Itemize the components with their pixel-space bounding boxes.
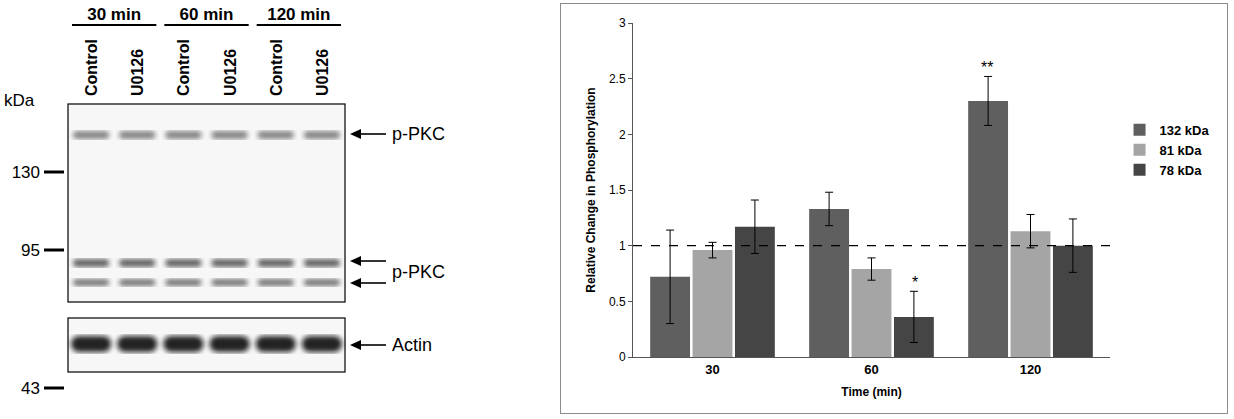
svg-text:Time (min): Time (min) xyxy=(841,385,901,399)
svg-text:Relative Change in Phosphoryla: Relative Change in Phosphorylation xyxy=(584,87,598,292)
svg-text:2.5: 2.5 xyxy=(609,72,626,86)
svg-text:1.5: 1.5 xyxy=(609,183,626,197)
svg-text:Control: Control xyxy=(83,39,100,96)
svg-text:0.5: 0.5 xyxy=(609,295,626,309)
svg-text:0: 0 xyxy=(619,350,626,364)
svg-text:30: 30 xyxy=(705,362,719,377)
svg-text:78 kDa: 78 kDa xyxy=(1160,163,1203,178)
svg-text:3: 3 xyxy=(619,16,626,30)
svg-text:130: 130 xyxy=(12,163,40,182)
svg-text:120 min: 120 min xyxy=(267,5,330,24)
svg-text:81 kDa: 81 kDa xyxy=(1160,143,1203,158)
svg-text:kDa: kDa xyxy=(4,91,35,110)
svg-text:95: 95 xyxy=(21,241,40,260)
svg-text:60: 60 xyxy=(864,362,878,377)
svg-text:**: ** xyxy=(981,59,993,76)
svg-text:p-PKC: p-PKC xyxy=(392,124,445,144)
svg-text:Actin: Actin xyxy=(392,335,432,355)
svg-text:60 min: 60 min xyxy=(180,5,234,24)
svg-text:2: 2 xyxy=(619,128,626,142)
svg-text:U0126: U0126 xyxy=(222,49,239,96)
svg-text:120: 120 xyxy=(1020,362,1042,377)
svg-text:U0126: U0126 xyxy=(129,49,146,96)
svg-text:1: 1 xyxy=(619,239,626,253)
svg-text:*: * xyxy=(912,274,918,291)
svg-text:30 min: 30 min xyxy=(87,5,141,24)
svg-text:Control: Control xyxy=(268,39,285,96)
svg-text:132 kDa: 132 kDa xyxy=(1160,123,1210,138)
svg-text:43: 43 xyxy=(21,379,40,398)
svg-text:U0126: U0126 xyxy=(314,49,331,96)
svg-text:p-PKC: p-PKC xyxy=(392,262,445,282)
svg-text:Control: Control xyxy=(175,39,192,96)
